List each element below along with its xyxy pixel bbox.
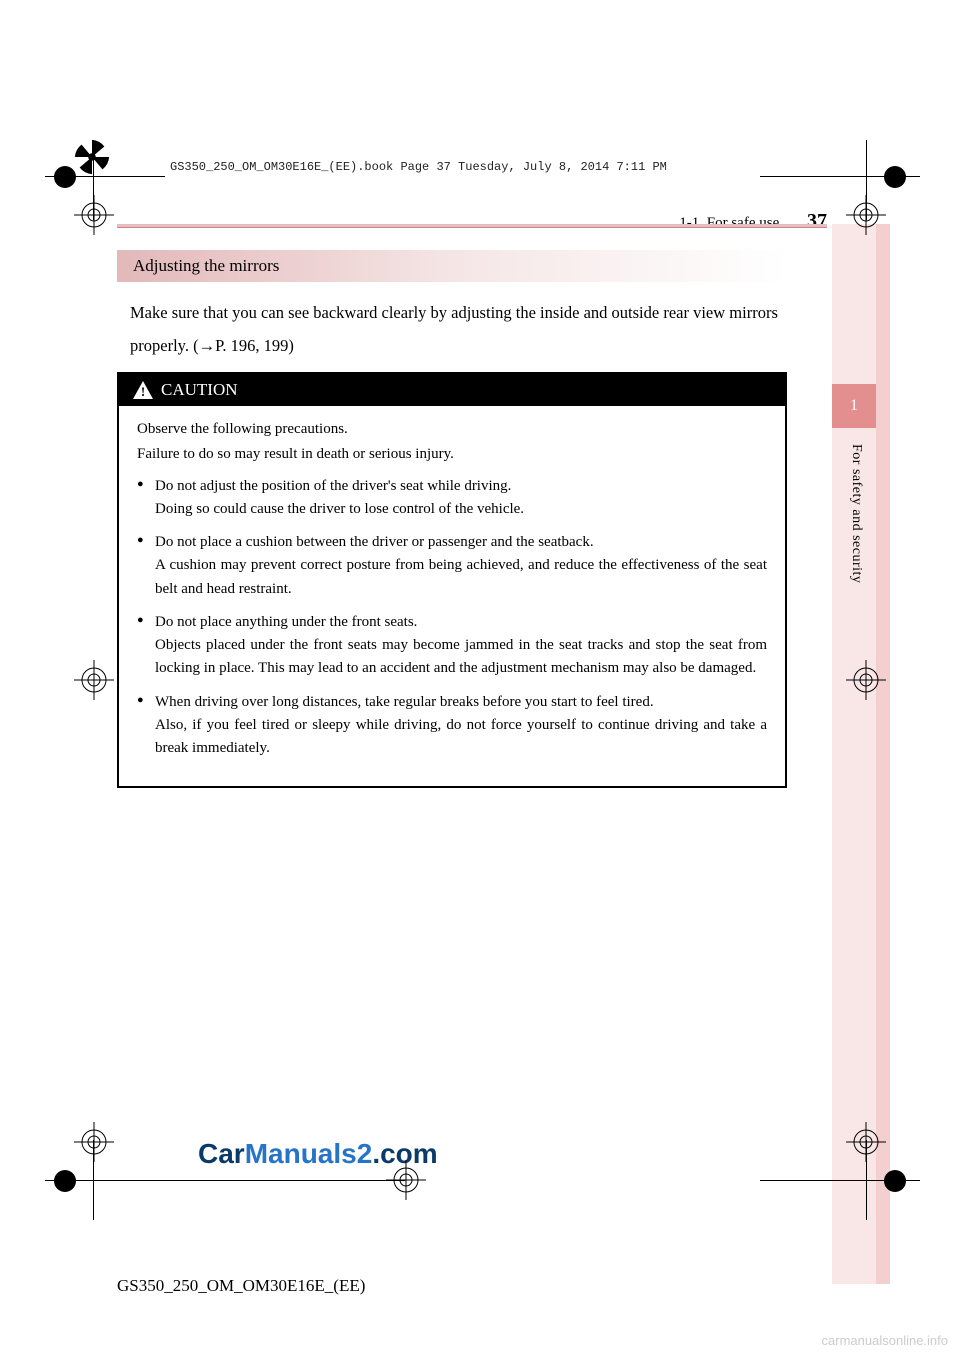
section-title-text: Adjusting the mirrors [133,256,279,276]
registration-mark-icon [74,660,114,700]
registration-mark-icon [846,660,886,700]
warning-triangle-icon: ! [133,381,153,399]
caution-heading-text: CAUTION [161,380,238,400]
registration-mark-icon [74,1122,114,1162]
crop-line [45,1180,405,1181]
caution-intro-1: Observe the following precautions. [137,418,767,441]
watermark-part-1: Car [198,1138,245,1169]
corner-dot-icon [884,1170,906,1192]
caution-item: When driving over long distances, take r… [137,691,767,761]
page-header: 1-1. For safe use 37 [679,210,827,233]
caution-box: ! CAUTION Observe the following precauti… [117,372,787,788]
registration-mark-icon [74,195,114,235]
registration-fan-icon [73,138,111,176]
corner-dot-icon [884,166,906,188]
caution-item: Do not place a cushion between the drive… [137,531,767,601]
registration-mark-icon [386,1160,426,1200]
svg-text:!: ! [141,384,145,399]
page-number: 37 [807,210,827,232]
caution-item: Do not adjust the position of the driver… [137,475,767,522]
print-meta-line: GS350_250_OM_OM30E16E_(EE).book Page 37 … [170,160,667,174]
chapter-tab: 1 [832,384,876,428]
header-divider [117,224,827,228]
caution-list: Do not adjust the position of the driver… [137,475,767,761]
header-section-label: 1-1. For safe use [679,215,779,231]
registration-mark-icon [846,195,886,235]
caution-item: Do not place anything under the front se… [137,611,767,681]
caution-header: ! CAUTION [119,374,785,406]
corner-dot-icon [54,1170,76,1192]
caution-body: Observe the following precautions. Failu… [119,406,785,786]
footer-document-code: GS350_250_OM_OM30E16E_(EE) [117,1276,365,1296]
caution-intro-2: Failure to do so may result in death or … [137,443,767,466]
body-paragraph: Make sure that you can see backward clea… [130,296,780,362]
watermark-part-2: Manuals2 [245,1138,373,1169]
chapter-side-label: For safety and security [848,444,864,583]
footer-site-url: carmanualsonline.info [822,1333,948,1348]
section-title: Adjusting the mirrors [117,250,787,282]
chapter-tab-number: 1 [850,397,858,415]
registration-mark-icon [846,1122,886,1162]
